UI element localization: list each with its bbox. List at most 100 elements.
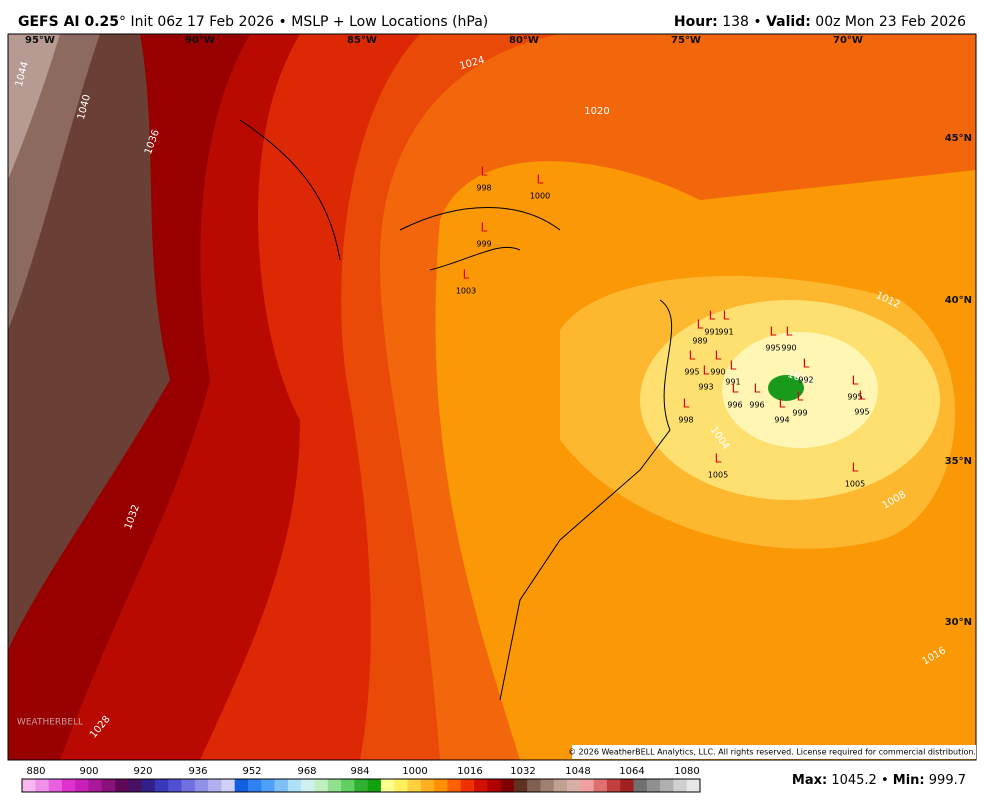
low-pressure: 991 <box>725 378 740 387</box>
colorbar-cell <box>115 779 129 792</box>
colorbar-cell <box>35 779 49 792</box>
colorbar-cell <box>234 779 249 792</box>
copyright-bg <box>572 745 976 759</box>
colorbar-cell <box>367 779 382 792</box>
coastline <box>239 119 561 271</box>
header-right: Hour: 138 • Valid: 00z Mon 23 Feb 2026 <box>674 14 966 30</box>
colorbar-cell <box>487 779 501 792</box>
colorbar-cell <box>287 779 302 792</box>
colorbar-cell <box>22 779 36 792</box>
low-symbol: L <box>715 349 722 363</box>
colorbar-cell <box>633 779 648 792</box>
low-symbol: L <box>730 359 737 373</box>
colorbar-label: 1080 <box>674 766 699 777</box>
colorbar-label: 952 <box>242 766 261 777</box>
colorbar-cell <box>75 779 89 792</box>
colorbar-cell <box>194 779 209 792</box>
low-pressure: 996 <box>727 401 742 410</box>
low-pressure: 1003 <box>456 287 476 296</box>
low-symbol: L <box>481 221 488 235</box>
colorbar-cell <box>341 779 355 792</box>
colorbar-cell <box>61 779 76 792</box>
low-pressure: 995 <box>684 368 699 377</box>
valid: 00z Mon 23 Feb 2026 <box>815 14 966 30</box>
band <box>8 34 60 180</box>
low-pressure: 990 <box>781 344 796 353</box>
colorbar-cell <box>673 779 688 792</box>
longitude-label: 95°W <box>25 35 55 46</box>
low-symbol: L <box>697 318 704 332</box>
low-symbol: L <box>715 452 722 466</box>
map <box>8 34 976 760</box>
colorbar-cell <box>248 779 262 792</box>
low-pressure: 999 <box>792 409 807 418</box>
colorbar-cell <box>168 779 182 792</box>
low-symbol: L <box>770 325 777 339</box>
low-symbol: L <box>463 268 470 282</box>
copyright: © 2026 WeatherBELL Analytics, LLC. All r… <box>568 748 976 757</box>
colorbar-cell <box>500 779 515 792</box>
colorbar-label: 1064 <box>619 766 644 777</box>
colorbar-cell <box>354 779 368 792</box>
low-pressure: 999 <box>476 240 491 249</box>
colorbar-cell <box>620 779 634 792</box>
max: 1045.2 <box>831 773 877 788</box>
colorbar-label: 900 <box>79 766 98 777</box>
colorbar-cell <box>434 779 448 792</box>
product: MSLP + Low Locations (hPa) <box>291 14 488 30</box>
colorbar-cell <box>88 779 103 792</box>
colorbar-cell <box>274 779 289 792</box>
colorbar-cell <box>460 779 475 792</box>
max-min: Max: 1045.2 • Min: 999.7 <box>792 773 966 788</box>
colorbar-cell <box>513 779 528 792</box>
low-symbol: L <box>797 390 804 404</box>
colorbar-cell <box>606 779 621 792</box>
low-pressure: 1000 <box>530 192 550 201</box>
colorbar-cell <box>646 779 661 792</box>
colorbar-label: 984 <box>350 766 369 777</box>
colorbar-label: 1016 <box>457 766 482 777</box>
low-pressure: 1005 <box>845 480 865 489</box>
latitude-label: 40°N <box>945 295 972 306</box>
colorbar-cell <box>301 779 315 792</box>
init: Init 06z 17 Feb 2026 <box>131 14 275 30</box>
max-label: Max: <box>792 773 827 788</box>
colorbar-cell <box>567 779 581 792</box>
separator: • <box>881 773 889 788</box>
colorbar-cell <box>593 779 608 792</box>
low-symbol: L <box>723 309 730 323</box>
band <box>768 375 804 401</box>
low-pressure: 994 <box>774 416 789 425</box>
low-pressure: 990 <box>710 368 725 377</box>
low-symbol: L <box>852 374 859 388</box>
valid-label: Valid: <box>766 14 811 30</box>
colorbar-cell <box>380 779 395 792</box>
colorbar-cell <box>474 779 488 792</box>
longitude-label: 80°W <box>509 35 539 46</box>
colorbar-cell <box>394 779 408 792</box>
low-pressure: 991 <box>718 328 733 337</box>
colorbar-cell <box>154 779 169 792</box>
separator: • <box>753 14 761 30</box>
colorbar-cell <box>101 779 116 792</box>
low-symbol: L <box>732 382 739 396</box>
low-symbol: L <box>859 389 866 403</box>
low-symbol: L <box>537 173 544 187</box>
latitude-label: 45°N <box>945 133 972 144</box>
colorbar-cell <box>261 779 275 792</box>
low-pressure: 995 <box>847 393 862 402</box>
colorbar-cell <box>208 779 222 792</box>
low-symbol: L <box>786 325 793 339</box>
colorbar-cell <box>181 779 196 792</box>
colorbar-cell <box>327 779 342 792</box>
header-left: GEFS AI 0.25° Init 06z 17 Feb 2026 • MSL… <box>18 14 488 30</box>
colorbar-cell <box>660 779 674 792</box>
low-pressure: 998 <box>678 416 693 425</box>
colorbar-frame <box>21 778 701 793</box>
colorbar-cell <box>527 779 541 792</box>
colorbar-cell <box>48 779 63 792</box>
longitude-label: 75°W <box>671 35 701 46</box>
colorbar-cell <box>141 779 156 792</box>
colorbar-cell <box>128 779 142 792</box>
